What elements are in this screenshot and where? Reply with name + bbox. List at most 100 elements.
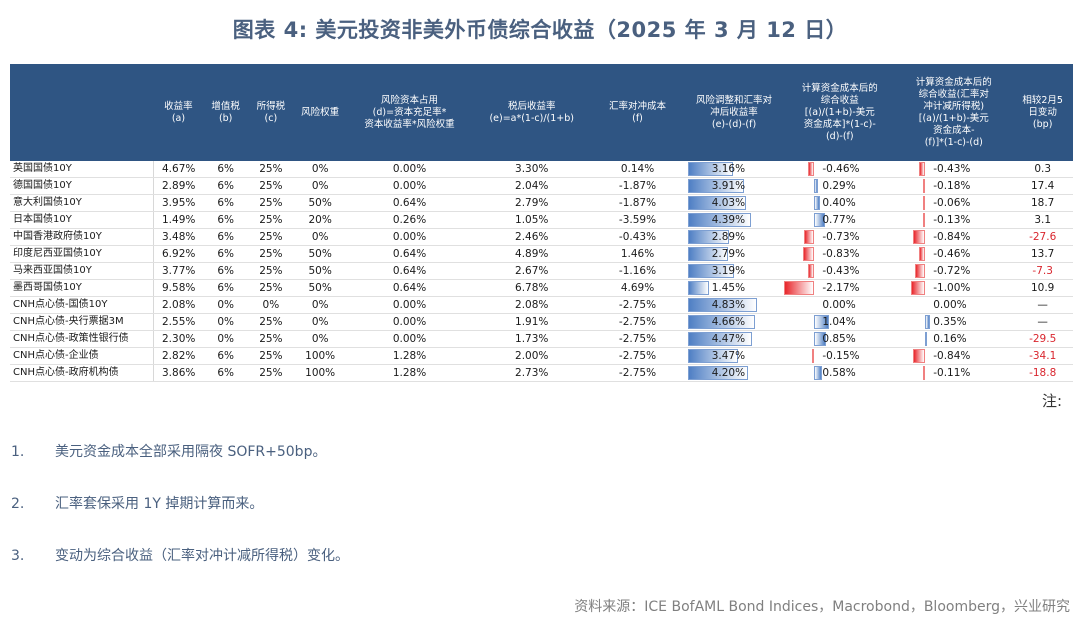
bar-i	[913, 349, 926, 363]
cell-b: 6%	[203, 177, 249, 195]
cell-i: -0.46%	[895, 245, 1013, 263]
column-header	[10, 64, 154, 161]
value-label: -0.15%	[822, 350, 860, 362]
cell-h: -0.43%	[784, 262, 896, 280]
cell-c: 25%	[248, 313, 294, 331]
value-label: -0.46%	[933, 248, 971, 260]
cell-f: 4.69%	[591, 279, 684, 297]
cell-f: -2.75%	[591, 296, 684, 314]
cell-name: CNH点心债-国债10Y	[10, 296, 155, 314]
cell-name: 中国香港政府债10Y	[10, 228, 155, 246]
cell-c: 0%	[248, 296, 294, 314]
cell-name: CNH点心债-央行票据3M	[10, 313, 155, 331]
cell-h: 1.04%	[784, 313, 896, 331]
value-label: 0.58%	[822, 367, 856, 379]
cell-j: -7.3	[1012, 262, 1073, 280]
cell-d: 0.00%	[346, 161, 473, 178]
bar-i	[923, 366, 926, 380]
bar-h	[814, 196, 820, 210]
note-text: 汇率套保采用 1Y 掉期计算而来。	[55, 496, 264, 512]
value-label: 1.45%	[711, 282, 746, 294]
cell-a: 2.30%	[153, 330, 204, 348]
cell-g: 4.03%	[683, 194, 785, 212]
cell-c: 25%	[248, 245, 294, 263]
bar-g	[687, 366, 749, 380]
value-label: 0.85%	[822, 333, 856, 345]
table-row: 日本国债10Y 1.49% 6% 25% 20% 0.26% 1.05% -3.59% 4.39…	[10, 211, 1073, 229]
cell-h: -0.83%	[784, 245, 896, 263]
cell-name: 英国国债10Y	[10, 161, 155, 178]
cell-d: 0.00%	[346, 313, 473, 331]
cell-a: 2.55%	[153, 313, 204, 331]
cell-a: 3.48%	[153, 228, 204, 246]
cell-name: 德国国债10Y	[10, 177, 155, 195]
value-label: 4.83%	[711, 299, 746, 311]
cell-b: 6%	[203, 228, 249, 246]
value-label: -0.43%	[822, 265, 860, 277]
bar-i	[922, 179, 926, 193]
cell-j: —	[1012, 296, 1073, 314]
cell-a: 4.67%	[153, 161, 204, 178]
cell-d: 0.64%	[346, 245, 473, 263]
cell-d: 1.28%	[346, 347, 473, 365]
cell-w: 50%	[293, 262, 347, 280]
table-row: CNH点心债-央行票据3M 2.55% 0% 25% 0% 0.00% 1.91% -2.75…	[10, 313, 1073, 331]
value-label: 4.66%	[711, 316, 746, 328]
cell-d: 0.00%	[346, 330, 473, 348]
bar-g	[687, 315, 755, 329]
cell-f: -1.16%	[591, 262, 684, 280]
cell-w: 0%	[293, 177, 347, 195]
cell-name: 墨西哥国债10Y	[10, 279, 155, 297]
table-row: CNH点心债-国债10Y 2.08% 0% 0% 0% 0.00% 2.08% -2.75% 4…	[10, 296, 1073, 314]
cell-g: 4.39%	[683, 211, 785, 229]
cell-e: 2.04%	[472, 177, 592, 195]
cell-h: -0.46%	[784, 161, 896, 178]
cell-c: 25%	[248, 161, 294, 178]
cell-d: 0.64%	[346, 279, 473, 297]
bar-g	[687, 349, 738, 363]
cell-e: 2.46%	[472, 228, 592, 246]
note-number: 3.	[11, 548, 25, 564]
cell-e: 2.73%	[472, 364, 592, 382]
value-label: 3.19%	[711, 265, 746, 277]
column-header: 风险调整和汇率对 冲后收益率 (e)-(d)-(f)	[683, 64, 785, 161]
cell-w: 20%	[293, 211, 347, 229]
cell-g: 1.45%	[683, 279, 785, 297]
column-header: 计算资金成本后的 综合收益 [(a)/(1+b)-美元 资金成本]*(1-c)- (d)…	[784, 64, 896, 161]
cell-i: -1.00%	[895, 279, 1013, 297]
value-label: 3.47%	[711, 350, 746, 362]
bar-g	[687, 247, 728, 261]
cell-i: -0.84%	[895, 228, 1013, 246]
bar-i	[913, 230, 926, 244]
cell-a: 3.77%	[153, 262, 204, 280]
cell-name: 马来西亚国债10Y	[10, 262, 155, 280]
cell-f: -3.59%	[591, 211, 684, 229]
cell-a: 2.82%	[153, 347, 204, 365]
cell-f: -1.87%	[591, 194, 684, 212]
value-label: 0.29%	[822, 180, 856, 192]
table-row: CNH点心债-政府机构债 3.86% 6% 25% 100% 1.28% 2.73% -2.7…	[10, 364, 1073, 382]
cell-f: 1.46%	[591, 245, 684, 263]
bar-i	[923, 196, 926, 210]
bar-h	[807, 162, 815, 176]
cell-b: 0%	[203, 330, 249, 348]
cell-a: 3.86%	[153, 364, 204, 382]
value-label: -0.84%	[933, 231, 971, 243]
page-title: 图表 4: 美元投资非美外币债综合收益（2025 年 3 月 12 日）	[232, 18, 848, 42]
column-header: 收益率 (a)	[153, 64, 204, 161]
cell-a: 3.95%	[153, 194, 204, 212]
cell-i: -0.43%	[895, 161, 1013, 178]
cell-name: 印度尼西亚国债10Y	[10, 245, 155, 263]
note-item: 3. 变动为综合收益（汇率对冲计减所得税）变化。	[11, 545, 1011, 597]
column-header: 税后收益率 (e)=a*(1-c)/(1+b)	[472, 64, 592, 161]
cell-b: 6%	[203, 347, 249, 365]
source-line: 资料来源：ICE BofAML Bond Indices，Macrobond，B…	[574, 599, 1070, 615]
cell-w: 100%	[293, 347, 347, 365]
cell-name: CNH点心债-政府机构债	[10, 364, 155, 382]
cell-w: 0%	[293, 313, 347, 331]
bar-g	[687, 332, 753, 346]
cell-g: 2.89%	[683, 228, 785, 246]
cell-e: 6.78%	[472, 279, 592, 297]
cell-b: 6%	[203, 262, 249, 280]
cell-name: CNH点心债-企业债	[10, 347, 155, 365]
